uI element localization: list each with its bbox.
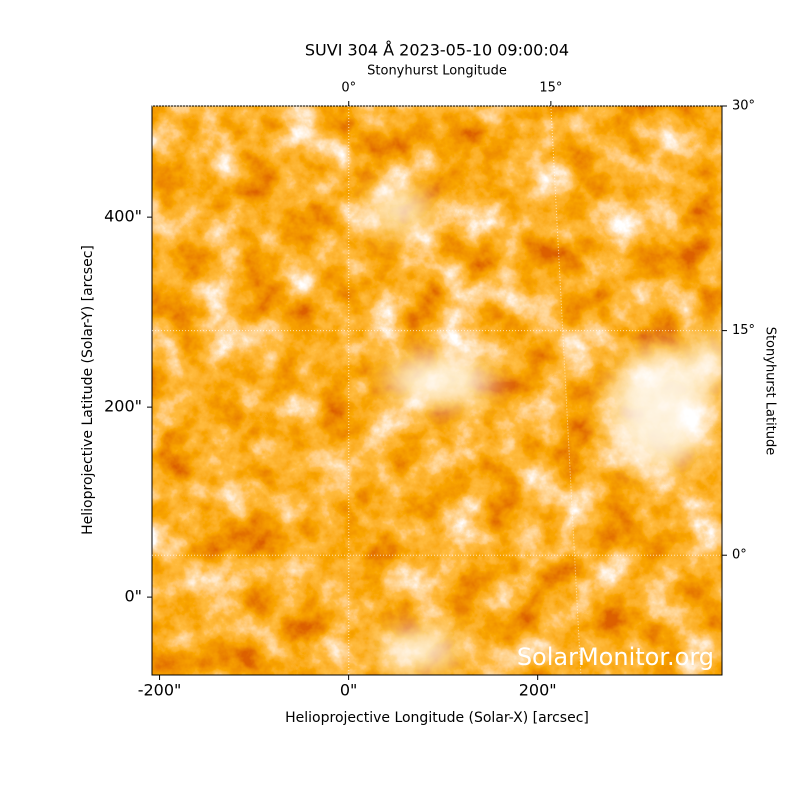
x-tick-label: 0" <box>340 681 358 700</box>
top-tick-label: 15° <box>539 81 562 96</box>
y-axis-label: Helioprojective Latitude (Solar-Y) [arcs… <box>80 245 96 535</box>
x-tick-label: 200" <box>519 681 557 700</box>
watermark: SolarMonitor.org <box>517 643 714 671</box>
right-tick-label: 0° <box>732 548 747 563</box>
grid-line <box>550 105 582 676</box>
right-axis-label: Stonyhurst Latitude <box>763 327 778 456</box>
y-tick-label: 200" <box>104 397 142 416</box>
y-tick-label: 400" <box>104 207 142 226</box>
chart-title: SUVI 304 Å 2023-05-10 09:00:04 <box>305 41 569 60</box>
x-axis-label: Helioprojective Longitude (Solar-X) [arc… <box>285 710 589 726</box>
top-tick-label: 0° <box>341 81 356 96</box>
right-tick-label: 30° <box>732 99 755 114</box>
x-tick-label: -200" <box>138 681 182 700</box>
solar-image <box>152 106 722 675</box>
top-axis-label: Stonyhurst Longitude <box>367 64 507 79</box>
right-tick-label: 15° <box>732 323 755 338</box>
y-tick-label: 0" <box>124 587 142 606</box>
